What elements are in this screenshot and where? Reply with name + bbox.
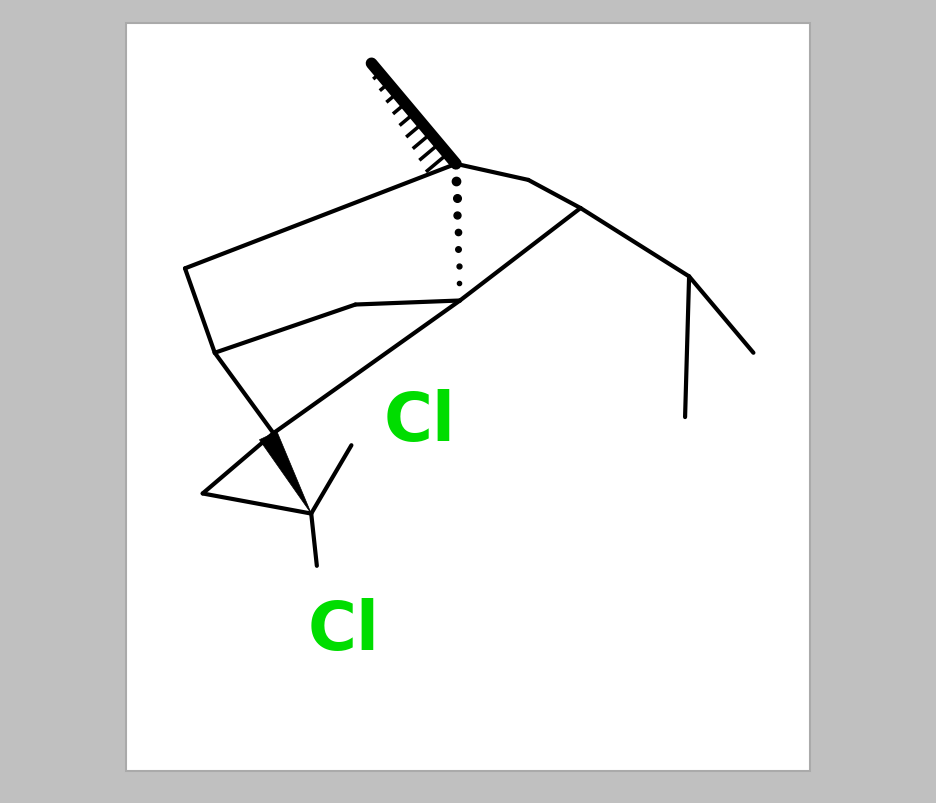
Text: Cl: Cl xyxy=(384,389,456,454)
Polygon shape xyxy=(259,432,311,514)
FancyBboxPatch shape xyxy=(126,24,810,771)
Text: Cl: Cl xyxy=(307,597,379,663)
